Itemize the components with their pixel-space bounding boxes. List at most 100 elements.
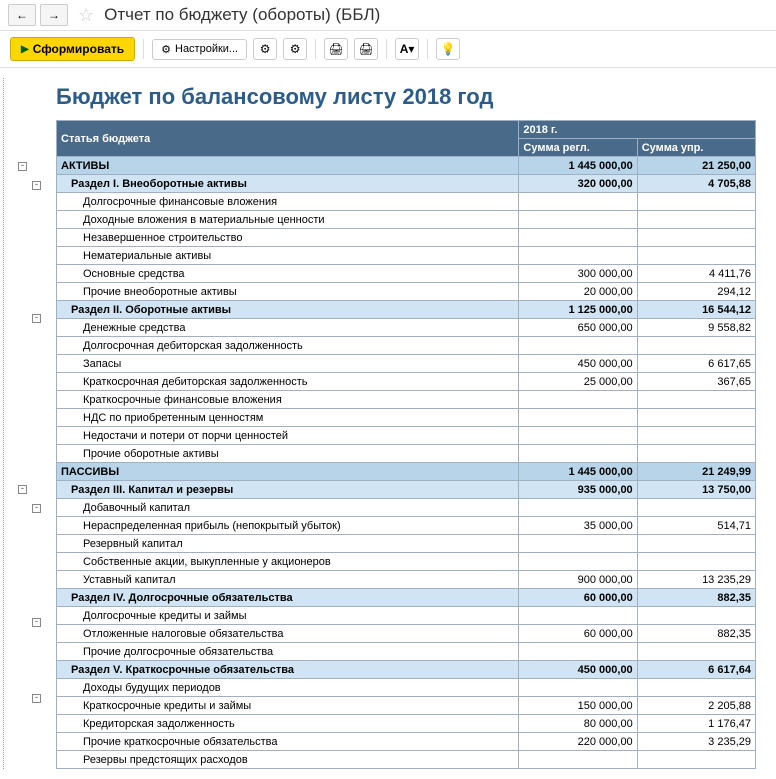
cell-upr bbox=[637, 229, 755, 247]
cell-regl: 35 000,00 bbox=[519, 517, 637, 535]
generate-button[interactable]: ▶ Сформировать bbox=[10, 37, 135, 61]
row-item: Резервы предстоящих расходов bbox=[57, 751, 756, 769]
cell-label: Долгосрочная дебиторская задолженность bbox=[57, 337, 519, 355]
row-item: Собственные акции, выкупленные у акционе… bbox=[57, 553, 756, 571]
cell-regl bbox=[519, 535, 637, 553]
cell-upr: 1 176,47 bbox=[637, 715, 755, 733]
font-button[interactable]: A▾ bbox=[395, 38, 419, 60]
cell-upr bbox=[637, 427, 755, 445]
tree-expander[interactable]: - bbox=[32, 314, 41, 323]
cell-regl bbox=[519, 643, 637, 661]
row-item: НДС по приобретенным ценностям bbox=[57, 409, 756, 427]
cell-upr: 514,71 bbox=[637, 517, 755, 535]
row-item: Нематериальные активы bbox=[57, 247, 756, 265]
row-item: Резервный капитал bbox=[57, 535, 756, 553]
cell-label: Доходные вложения в материальные ценност… bbox=[57, 211, 519, 229]
settings-button[interactable]: ⚙ Настройки... bbox=[152, 39, 247, 60]
separator bbox=[315, 39, 316, 59]
cell-label: Основные средства bbox=[57, 265, 519, 283]
cell-upr bbox=[637, 391, 755, 409]
row-section: Раздел II. Оборотные активы1 125 000,001… bbox=[57, 301, 756, 319]
cell-upr: 21 250,00 bbox=[637, 157, 755, 175]
tree-expander[interactable]: - bbox=[32, 618, 41, 627]
col-year-header: 2018 г. bbox=[519, 121, 756, 139]
cell-regl bbox=[519, 499, 637, 517]
row-item: Прочие оборотные активы bbox=[57, 445, 756, 463]
cell-regl bbox=[519, 193, 637, 211]
cell-label: Запасы bbox=[57, 355, 519, 373]
cell-regl: 80 000,00 bbox=[519, 715, 637, 733]
tree-expander[interactable]: - bbox=[32, 504, 41, 513]
cell-label: Добавочный капитал bbox=[57, 499, 519, 517]
cell-upr: 882,35 bbox=[637, 589, 755, 607]
report-content: Бюджет по балансовому листу 2018 год ---… bbox=[0, 68, 776, 779]
cell-upr: 882,35 bbox=[637, 625, 755, 643]
row-item: Долгосрочная дебиторская задолженность bbox=[57, 337, 756, 355]
tree-expander[interactable]: - bbox=[18, 485, 27, 494]
cell-label: Раздел I. Внеоборотные активы bbox=[57, 175, 519, 193]
favorite-star-icon[interactable]: ☆ bbox=[78, 5, 94, 26]
cell-upr bbox=[637, 553, 755, 571]
row-section: Раздел III. Капитал и резервы935 000,001… bbox=[57, 481, 756, 499]
cell-regl: 900 000,00 bbox=[519, 571, 637, 589]
tree-expander[interactable]: - bbox=[32, 181, 41, 190]
row-item: Добавочный капитал bbox=[57, 499, 756, 517]
options-button[interactable]: ⚙ bbox=[283, 38, 307, 60]
row-item: Запасы450 000,006 617,65 bbox=[57, 355, 756, 373]
cell-upr: 16 544,12 bbox=[637, 301, 755, 319]
row-item: Нераспределенная прибыль (непокрытый убы… bbox=[57, 517, 756, 535]
print-preview-button[interactable]: 🖨 bbox=[354, 38, 378, 60]
cell-upr bbox=[637, 607, 755, 625]
cell-regl: 220 000,00 bbox=[519, 733, 637, 751]
page-title: Отчет по бюджету (обороты) (ББЛ) bbox=[104, 5, 380, 25]
gear-icon: ⚙ bbox=[161, 43, 171, 56]
cell-label: Денежные средства bbox=[57, 319, 519, 337]
print-button[interactable]: 🖨 bbox=[324, 38, 348, 60]
forward-button[interactable]: → bbox=[40, 4, 68, 26]
row-item: Прочие краткосрочные обязательства220 00… bbox=[57, 733, 756, 751]
cell-label: Краткосрочные финансовые вложения bbox=[57, 391, 519, 409]
tree-vline bbox=[3, 78, 4, 769]
cell-label: НДС по приобретенным ценностям bbox=[57, 409, 519, 427]
cell-label: Уставный капитал bbox=[57, 571, 519, 589]
cell-regl: 935 000,00 bbox=[519, 481, 637, 499]
cell-regl: 320 000,00 bbox=[519, 175, 637, 193]
tree-expander[interactable]: - bbox=[32, 694, 41, 703]
cell-upr bbox=[637, 499, 755, 517]
cell-regl bbox=[519, 229, 637, 247]
help-button[interactable]: 💡 bbox=[436, 38, 460, 60]
cell-label: Краткосрочная дебиторская задолженность bbox=[57, 373, 519, 391]
cell-regl: 450 000,00 bbox=[519, 355, 637, 373]
cell-upr: 9 558,82 bbox=[637, 319, 755, 337]
row-item: Краткосрочные финансовые вложения bbox=[57, 391, 756, 409]
bulb-icon: 💡 bbox=[441, 42, 456, 56]
cell-regl bbox=[519, 337, 637, 355]
cell-upr: 294,12 bbox=[637, 283, 755, 301]
cell-label: ПАССИВЫ bbox=[57, 463, 519, 481]
cell-upr bbox=[637, 535, 755, 553]
cell-upr: 6 617,64 bbox=[637, 661, 755, 679]
cell-upr: 2 205,88 bbox=[637, 697, 755, 715]
cell-regl bbox=[519, 607, 637, 625]
tree-expander[interactable]: - bbox=[18, 162, 27, 171]
cell-label: Резервный капитал bbox=[57, 535, 519, 553]
cell-regl: 300 000,00 bbox=[519, 265, 637, 283]
cell-regl: 1 125 000,00 bbox=[519, 301, 637, 319]
row-top: ПАССИВЫ1 445 000,0021 249,99 bbox=[57, 463, 756, 481]
variant-button[interactable]: ⚙ bbox=[253, 38, 277, 60]
row-item: Прочие долгосрочные обязательства bbox=[57, 643, 756, 661]
cell-regl bbox=[519, 211, 637, 229]
row-item: Незавершенное строительство bbox=[57, 229, 756, 247]
row-item: Уставный капитал900 000,0013 235,29 bbox=[57, 571, 756, 589]
cell-upr: 4 705,88 bbox=[637, 175, 755, 193]
col-upr-header: Сумма упр. bbox=[637, 139, 755, 157]
cell-upr: 3 235,29 bbox=[637, 733, 755, 751]
cell-regl: 650 000,00 bbox=[519, 319, 637, 337]
back-button[interactable]: ← bbox=[8, 4, 36, 26]
cell-upr bbox=[637, 337, 755, 355]
toolbar: ▶ Сформировать ⚙ Настройки... ⚙ ⚙ 🖨 🖨 A▾… bbox=[0, 31, 776, 68]
cell-label: Нематериальные активы bbox=[57, 247, 519, 265]
cell-regl bbox=[519, 553, 637, 571]
cell-label: Кредиторская задолженность bbox=[57, 715, 519, 733]
cell-regl: 25 000,00 bbox=[519, 373, 637, 391]
